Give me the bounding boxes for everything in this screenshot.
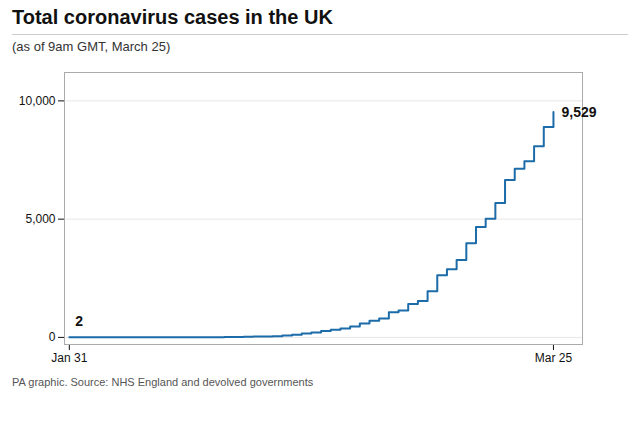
- svg-text:9,529: 9,529: [561, 104, 596, 120]
- html-text:(as of 9am GMT, March 25): (as of 9am GMT, March 25): [12, 39, 171, 54]
- svg-text:Mar 25: Mar 25: [535, 351, 573, 365]
- svg-text:2: 2: [75, 313, 83, 329]
- svg-text:5,000: 5,000: [25, 212, 55, 226]
- html-text:Total coronavirus cases in the: Total coronavirus cases in the UK: [12, 6, 333, 28]
- svg-text:0: 0: [49, 330, 56, 344]
- html-text:PA graphic. Source: NHS Englan: PA graphic. Source: NHS England and devo…: [12, 376, 314, 388]
- svg-text:Jan 31: Jan 31: [51, 351, 87, 365]
- svg-text:10,000: 10,000: [19, 94, 56, 108]
